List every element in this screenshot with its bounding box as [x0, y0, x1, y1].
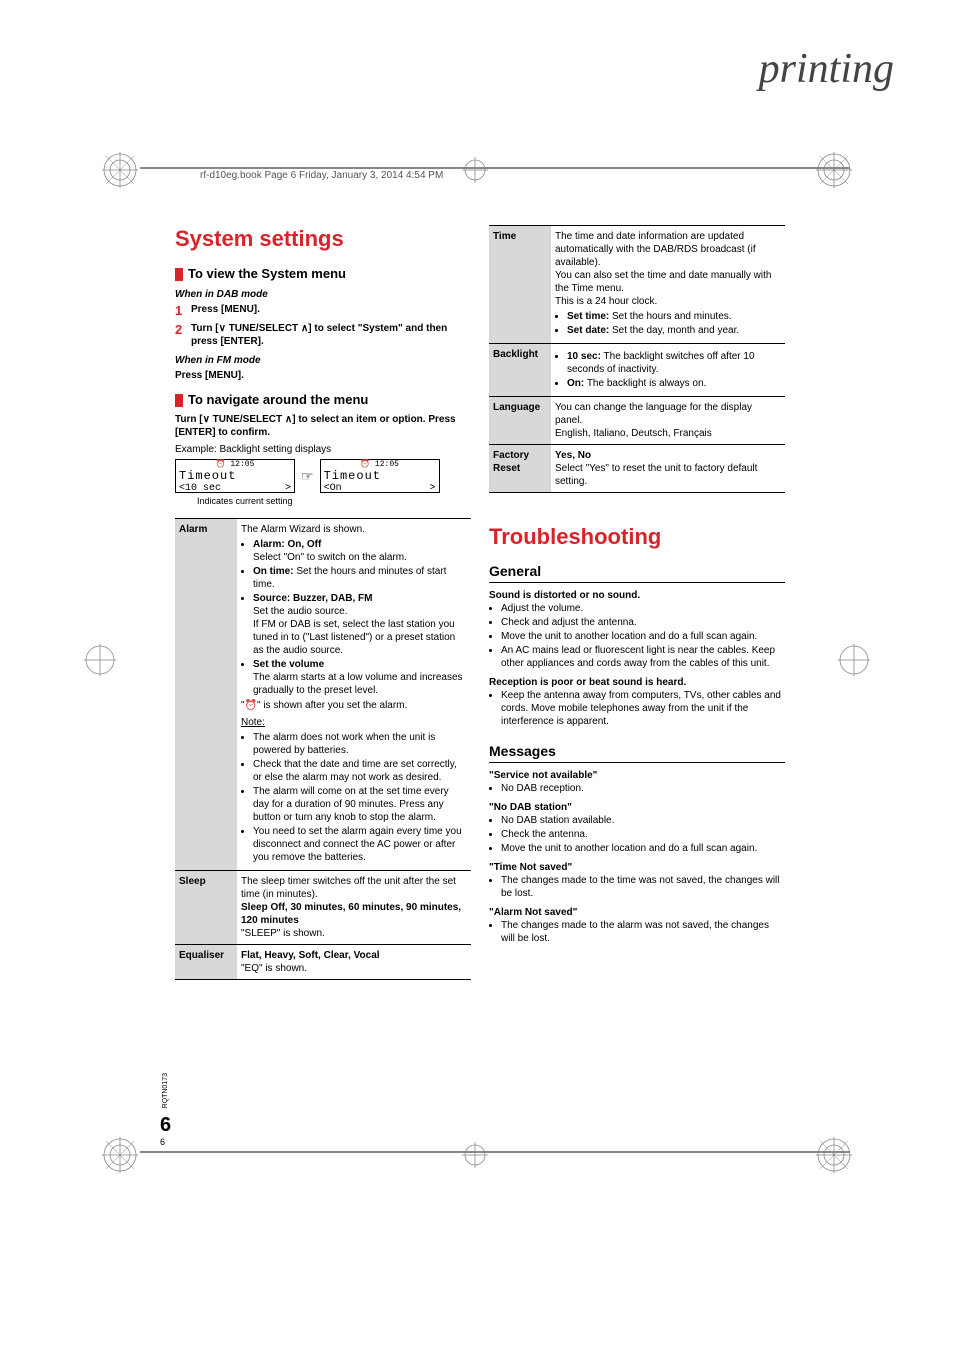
cross-mark-bottom: [460, 1140, 490, 1170]
lcd-1: ⏰ 12:05 Timeout <10 sec: [175, 459, 295, 493]
page-number-big: 6: [160, 1114, 171, 1136]
g2-list: Keep the antenna away from computers, TV…: [489, 689, 785, 728]
content-area: System settings To view the System menu …: [175, 225, 785, 980]
lcd2-bot-left: <On: [324, 483, 342, 494]
lcd-caption: Indicates current setting: [197, 496, 471, 508]
fm-mode-label: When in FM mode: [175, 354, 471, 367]
lcd2-mid: Timeout: [324, 470, 436, 483]
alarm-row: Alarm The Alarm Wizard is shown. Alarm: …: [175, 518, 471, 870]
view-system-menu-text: To view the System menu: [188, 266, 346, 283]
g2-head: Reception is poor or beat sound is heard…: [489, 676, 785, 689]
page-number-small: 6: [160, 1137, 165, 1147]
backlight-value: 10 sec: The backlight switches off after…: [551, 344, 785, 397]
alarm-note-3: The alarm will come on at the set time e…: [253, 785, 467, 824]
step-1: 1Press [MENU].: [175, 303, 471, 320]
system-settings-title: System settings: [175, 225, 471, 254]
cross-mark-top: [460, 155, 490, 185]
lcd-2: ⏰ 12:05 Timeout <On: [320, 459, 440, 493]
reg-mark-bottom-right: [814, 1135, 854, 1175]
fm-step-text: Press [MENU].: [175, 369, 471, 382]
g1-head: Sound is distorted or no sound.: [489, 589, 785, 602]
settings-table-left: Alarm The Alarm Wizard is shown. Alarm: …: [175, 518, 471, 980]
view-system-menu-header: To view the System menu: [175, 266, 471, 283]
step-2: 2Turn [∨ TUNE/SELECT ∧] to select "Syste…: [175, 322, 471, 348]
crop-line-bottom: [140, 1151, 850, 1153]
alarm-after: "⏰" is shown after you set the alarm.: [241, 699, 467, 712]
alarm-key: Alarm: [175, 518, 237, 870]
time-value: The time and date information are update…: [551, 226, 785, 344]
alarm-note-2: Check that the date and time are set cor…: [253, 758, 467, 784]
general-heading: General: [489, 562, 785, 583]
factory-key: Factory Reset: [489, 445, 551, 493]
book-header-line: rf-d10eg.book Page 6 Friday, January 3, …: [200, 170, 443, 181]
sleep-row: Sleep The sleep timer switches off the u…: [175, 870, 471, 944]
step-2-text: Turn [∨ TUNE/SELECT ∧] to select "System…: [191, 322, 471, 348]
crop-line-top: [140, 167, 850, 169]
troubleshooting-title: Troubleshooting: [489, 523, 785, 552]
lcd1-mid: Timeout: [179, 470, 291, 483]
settings-table-right: Time The time and date information are u…: [489, 225, 785, 493]
time-row: Time The time and date information are u…: [489, 226, 785, 344]
m2-head: "No DAB station": [489, 801, 785, 814]
lcd1-bot-left: <10 sec: [179, 483, 221, 494]
time-key: Time: [489, 226, 551, 344]
lcd-examples: ⏰ 12:05 Timeout <10 sec ☞ ⏰ 12:05 Timeou…: [175, 459, 471, 493]
g1-list: Adjust the volume. Check and adjust the …: [489, 602, 785, 670]
right-column: Time The time and date information are u…: [489, 225, 785, 980]
m1-head: "Service not available": [489, 769, 785, 782]
eq-value: Flat, Heavy, Soft, Clear, Vocal "EQ" is …: [237, 944, 471, 979]
m4-head: "Alarm Not saved": [489, 906, 785, 919]
lcd1-arrow-icon: [285, 483, 291, 494]
reg-mark-mid-left: [80, 640, 120, 680]
reg-mark-top-left: [100, 150, 140, 190]
dab-mode-label: When in DAB mode: [175, 288, 471, 301]
navigate-menu-text: To navigate around the menu: [188, 392, 368, 409]
eq-key: Equaliser: [175, 944, 237, 979]
alarm-value: The Alarm Wizard is shown. Alarm: On, Of…: [237, 518, 471, 870]
alarm-intro: The Alarm Wizard is shown.: [241, 523, 467, 536]
hand-icon: ☞: [301, 467, 314, 485]
eq-row: Equaliser Flat, Heavy, Soft, Clear, Voca…: [175, 944, 471, 979]
factory-row: Factory Reset Yes, No Select "Yes" to re…: [489, 445, 785, 493]
backlight-row: Backlight 10 sec: The backlight switches…: [489, 344, 785, 397]
language-row: Language You can change the language for…: [489, 397, 785, 445]
language-key: Language: [489, 397, 551, 445]
note-heading: Note:: [241, 716, 467, 729]
reg-mark-bottom-left: [100, 1135, 140, 1175]
step-1-text: Press [MENU].: [191, 303, 471, 320]
page-number-block: RQTN0173 6 6: [160, 1073, 171, 1147]
messages-heading: Messages: [489, 742, 785, 763]
alarm-note-1: The alarm does not work when the unit is…: [253, 731, 467, 757]
factory-value: Yes, No Select "Yes" to reset the unit t…: [551, 445, 785, 493]
sleep-value: The sleep timer switches off the unit af…: [237, 870, 471, 944]
page-script-title: printing: [759, 45, 894, 93]
navigate-menu-header: To navigate around the menu: [175, 392, 471, 409]
reg-mark-top-right: [814, 150, 854, 190]
language-value: You can change the language for the disp…: [551, 397, 785, 445]
alarm-note-4: You need to set the alarm again every ti…: [253, 825, 467, 864]
doc-code: RQTN0173: [162, 1073, 169, 1108]
m3-head: "Time Not saved": [489, 861, 785, 874]
example-label: Example: Backlight setting displays: [175, 443, 471, 456]
backlight-key: Backlight: [489, 344, 551, 397]
lcd2-arrow-icon: [430, 483, 436, 494]
sleep-key: Sleep: [175, 870, 237, 944]
left-column: System settings To view the System menu …: [175, 225, 471, 980]
nav-turn-text: Turn [∨ TUNE/SELECT ∧] to select an item…: [175, 413, 471, 439]
reg-mark-mid-right: [834, 640, 874, 680]
